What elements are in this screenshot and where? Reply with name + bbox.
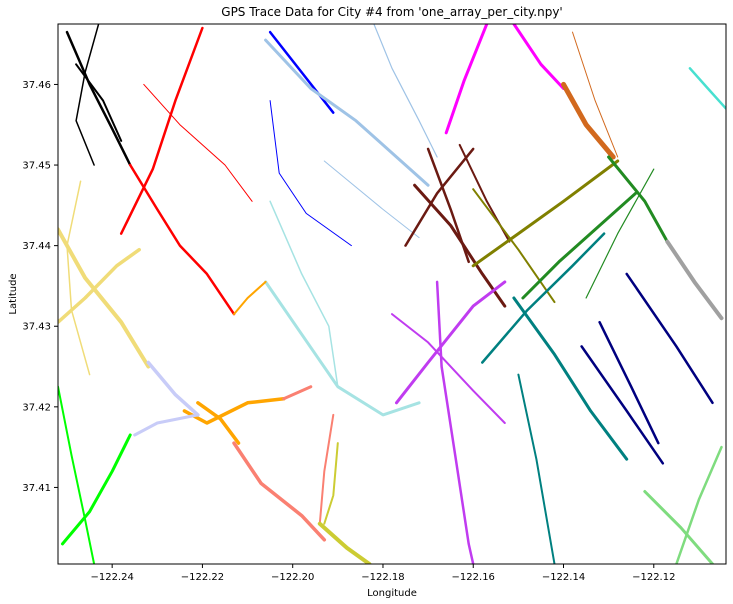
trace-series-40 [196, 401, 241, 445]
trace-series-52 [61, 433, 132, 546]
trace-series-4 [119, 26, 204, 235]
chart-title: GPS Trace Data for City #4 from 'one_arr… [221, 5, 562, 19]
trace-series-33 [517, 373, 556, 564]
trace-series-45 [317, 521, 372, 564]
trace-series-11 [264, 280, 421, 417]
trace-series-31 [512, 296, 629, 461]
y-tick-label: 37.45 [22, 161, 51, 172]
trace-series-2 [75, 24, 100, 166]
y-axis-label: Latitude [8, 273, 19, 314]
y-tick-label: 37.43 [22, 322, 51, 333]
trace-series-layer [58, 24, 726, 564]
trace-series-0 [65, 30, 132, 167]
trace-series-35 [598, 320, 660, 445]
trace-series-44 [318, 413, 335, 525]
x-axis-label: Longitude [367, 588, 417, 599]
trace-series-43 [282, 385, 313, 401]
x-axis-ticks: −122.24 −122.22 −122.20 −122.18 −122.16 −122.… [90, 564, 675, 583]
y-tick-label: 37.46 [22, 80, 51, 91]
trace-series-15 [561, 81, 616, 160]
trace-series-29 [435, 280, 475, 564]
trace-series-19 [404, 147, 475, 247]
trace-series-5 [143, 83, 253, 202]
trace-series-38 [675, 445, 723, 564]
trace-series-51 [133, 413, 200, 437]
trace-series-23 [607, 155, 669, 244]
trace-series-10 [323, 160, 420, 239]
trace-series-16 [572, 31, 619, 158]
trace-series-47 [58, 227, 151, 369]
trace-series-39 [182, 397, 286, 425]
trace-series-14 [512, 24, 565, 90]
trace-series-25 [585, 168, 655, 299]
trace-series-53 [58, 385, 96, 564]
trace-series-17 [413, 183, 507, 308]
trace-series-7 [269, 100, 352, 247]
x-tick-label: −122.12 [632, 572, 675, 583]
x-tick-label: −122.18 [361, 572, 404, 583]
trace-series-41 [233, 280, 267, 316]
trace-series-37 [643, 490, 714, 564]
x-tick-label: −122.16 [452, 572, 495, 583]
x-tick-label: −122.24 [90, 572, 133, 583]
x-tick-label: −122.20 [271, 572, 314, 583]
trace-series-12 [269, 200, 339, 388]
trace-series-28 [395, 280, 507, 405]
trace-series-46 [323, 442, 339, 525]
trace-series-18 [426, 147, 470, 264]
trace-series-49 [66, 180, 91, 376]
y-axis-ticks: 37.41 37.42 37.43 37.44 37.45 37.46 [22, 80, 58, 494]
trace-series-21 [471, 159, 620, 268]
y-tick-label: 37.44 [22, 241, 51, 252]
trace-series-27 [665, 239, 724, 321]
y-tick-label: 37.41 [22, 483, 51, 494]
trace-series-8 [264, 38, 430, 187]
trace-series-32 [481, 232, 606, 364]
trace-series-30 [391, 313, 506, 424]
x-tick-label: −122.22 [181, 572, 224, 583]
trace-series-9 [373, 24, 438, 158]
trace-series-34 [580, 345, 665, 465]
plot-frame [57, 23, 727, 565]
trace-series-42 [232, 441, 327, 542]
trace-series-22 [472, 188, 556, 304]
trace-series-13 [444, 24, 489, 135]
trace-series-6 [268, 30, 335, 114]
x-tick-label: −122.14 [542, 572, 585, 583]
trace-series-26 [688, 67, 726, 110]
trace-series-36 [625, 272, 714, 405]
trace-series-3 [128, 163, 236, 316]
y-tick-label: 37.42 [22, 402, 51, 413]
trace-series-24 [521, 191, 638, 300]
trace-series-50 [146, 360, 200, 417]
